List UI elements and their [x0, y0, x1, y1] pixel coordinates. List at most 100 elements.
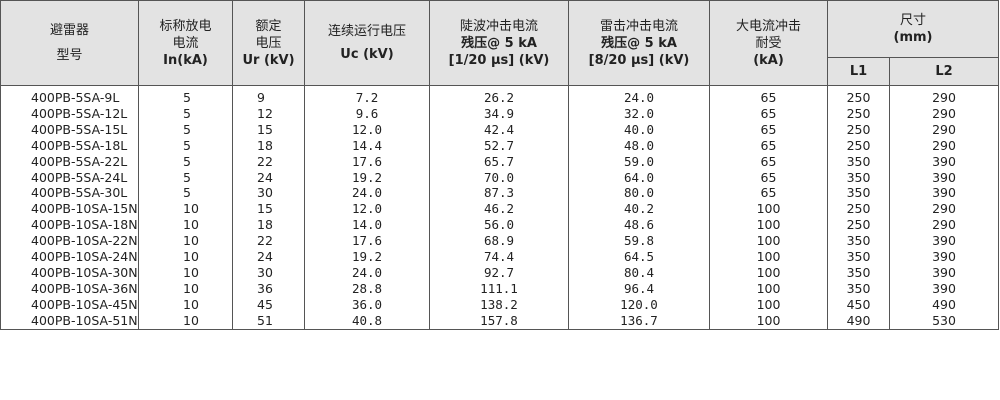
header-high-line2: 耐受	[755, 35, 782, 51]
header-lightning-line2: 残压@ 5 kA	[601, 35, 677, 51]
cell-ur: 15	[232, 121, 305, 138]
cell-in: 10	[138, 249, 233, 265]
header-ur: 额定 电压 Ur (kV)	[232, 0, 305, 86]
table-row: 400PB-10SA-22N 10 22 17.6 68.9 59.8 100 350 390	[0, 233, 1000, 250]
cell-l1: 250	[827, 121, 890, 138]
header-size-unit: (mm)	[893, 30, 933, 45]
cell-steep: 138.2	[429, 296, 569, 313]
cell-in: 5	[138, 85, 233, 106]
cell-l2: 390	[888, 169, 1000, 186]
cell-high-current: 100	[709, 217, 828, 234]
cell-uc: 12.0	[304, 121, 430, 138]
table-row: 400PB-5SA-9L 5 9 7.2 26.2 24.0 65 250 290	[0, 85, 1000, 106]
cell-lightning: 24.0	[568, 85, 710, 106]
cell-model: 400PB-5SA-15L	[0, 121, 139, 138]
cell-high-current: 65	[709, 105, 828, 122]
cell-steep: 74.4	[429, 249, 569, 265]
cell-ur: 18	[232, 217, 305, 234]
cell-lightning: 40.0	[568, 121, 710, 138]
cell-high-current: 100	[709, 233, 828, 250]
cell-lightning: 80.4	[568, 264, 710, 281]
cell-in: 10	[138, 217, 233, 234]
cell-steep: 87.3	[429, 185, 569, 202]
cell-lightning: 96.4	[568, 280, 710, 297]
cell-steep: 70.0	[429, 169, 569, 186]
cell-model: 400PB-10SA-30N	[0, 264, 139, 281]
cell-in: 5	[138, 137, 233, 154]
cell-in: 5	[138, 121, 233, 138]
header-size: 尺寸 (mm)	[826, 0, 1000, 58]
table-row: 400PB-5SA-18L 5 18 14.4 52.7 48.0 65 250 290	[0, 137, 1000, 154]
cell-ur: 30	[232, 185, 305, 202]
cell-steep: 65.7	[429, 153, 569, 170]
cell-high-current: 100	[709, 312, 828, 330]
header-high-unit: (kA)	[753, 52, 784, 68]
cell-l2: 290	[888, 121, 1000, 138]
cell-in: 10	[138, 296, 233, 313]
header-ur-line2: 电压	[255, 35, 282, 51]
cell-high-current: 100	[709, 296, 828, 313]
table-row: 400PB-5SA-22L 5 22 17.6 65.7 59.0 65 350 390	[0, 153, 1000, 170]
cell-l1: 250	[827, 105, 890, 122]
cell-in: 10	[138, 201, 233, 218]
header-uc: 连续运行电压 Uc (kV)	[304, 0, 430, 86]
cell-lightning: 64.0	[568, 169, 710, 186]
table-row: 400PB-10SA-30N 10 30 24.0 92.7 80.4 100 350 390	[0, 264, 1000, 281]
header-in-line1: 标称放电	[159, 18, 212, 34]
cell-lightning: 48.6	[568, 217, 710, 234]
cell-lightning: 136.7	[568, 312, 710, 330]
cell-steep: 111.1	[429, 280, 569, 297]
cell-ur: 15	[232, 201, 305, 218]
cell-high-current: 65	[709, 85, 828, 106]
cell-l1: 350	[827, 153, 890, 170]
cell-ur: 51	[232, 312, 305, 330]
cell-l1: 250	[827, 217, 890, 234]
header-in: 标称放电 电流 In(kA)	[138, 0, 233, 86]
header-steep-unit: [1/20 μs] (kV)	[448, 52, 550, 68]
cell-high-current: 100	[709, 249, 828, 265]
cell-lightning: 120.0	[568, 296, 710, 313]
header-lightning-unit: [8/20 μs] (kV)	[588, 52, 690, 68]
cell-high-current: 65	[709, 185, 828, 202]
cell-ur: 22	[232, 233, 305, 250]
cell-l1: 250	[827, 137, 890, 154]
cell-model: 400PB-5SA-24L	[0, 169, 139, 186]
cell-model: 400PB-10SA-45N	[0, 296, 139, 313]
header-high-line1: 大电流冲击	[735, 18, 801, 34]
cell-uc: 40.8	[304, 312, 430, 330]
header-ur-line1: 额定	[255, 18, 282, 34]
cell-l1: 350	[827, 280, 890, 297]
cell-model: 400PB-10SA-51N	[0, 312, 139, 330]
cell-l2: 390	[888, 233, 1000, 250]
cell-model: 400PB-5SA-18L	[0, 137, 139, 154]
cell-model: 400PB-10SA-15N	[0, 201, 139, 218]
cell-ur: 24	[232, 169, 305, 186]
cell-steep: 42.4	[429, 121, 569, 138]
cell-uc: 36.0	[304, 296, 430, 313]
cell-in: 5	[138, 105, 233, 122]
header-in-line2: 电流	[172, 35, 199, 51]
cell-high-current: 65	[709, 121, 828, 138]
cell-l2: 390	[888, 185, 1000, 202]
cell-l1: 450	[827, 296, 890, 313]
cell-uc: 19.2	[304, 169, 430, 186]
table-row: 400PB-5SA-15L 5 15 12.0 42.4 40.0 65 250 290	[0, 121, 1000, 138]
cell-l2: 390	[888, 280, 1000, 297]
cell-ur: 45	[232, 296, 305, 313]
header-steep-line2: 残压@ 5 kA	[461, 35, 537, 51]
cell-ur: 36	[232, 280, 305, 297]
cell-high-current: 100	[709, 264, 828, 281]
cell-model: 400PB-5SA-30L	[0, 185, 139, 202]
header-high-current: 大电流冲击 耐受 (kA)	[709, 0, 828, 86]
cell-uc: 14.0	[304, 217, 430, 234]
table-row: 400PB-5SA-30L 5 30 24.0 87.3 80.0 65 350 390	[0, 185, 1000, 202]
table-row: 400PB-10SA-45N 10 45 36.0 138.2 120.0 100 450 49…	[0, 296, 1000, 313]
cell-model: 400PB-10SA-18N	[0, 217, 139, 234]
cell-l2: 390	[888, 153, 1000, 170]
header-steep-line1: 陡波冲击电流	[459, 18, 538, 34]
cell-l1: 350	[827, 185, 890, 202]
cell-l2: 290	[888, 217, 1000, 234]
cell-in: 5	[138, 169, 233, 186]
table-row: 400PB-10SA-36N 10 36 28.8 111.1 96.4 100 350 390	[0, 280, 1000, 297]
